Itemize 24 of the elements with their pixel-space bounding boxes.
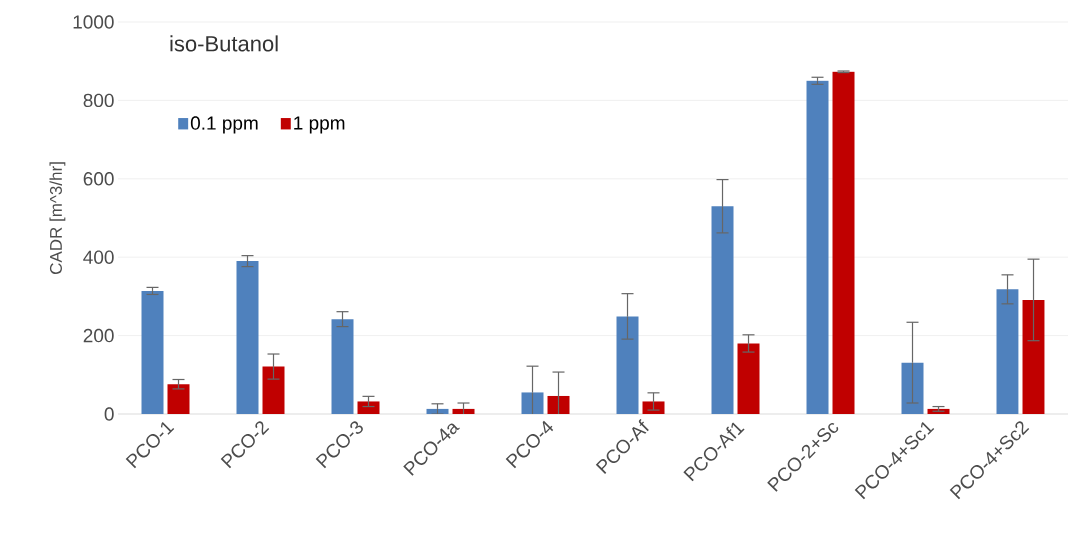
bar (616, 316, 639, 414)
legend-label: 1 ppm (294, 116, 345, 134)
bar (236, 261, 259, 414)
y-tick-label: 600 (83, 172, 114, 186)
bar (331, 319, 354, 414)
bar (167, 384, 190, 414)
bar (996, 289, 1019, 414)
bar (1022, 299, 1045, 414)
bar (357, 401, 380, 414)
chart-title: iso-Butanol (170, 35, 278, 52)
bar (832, 71, 855, 414)
y-tick-label: 0 (104, 407, 114, 421)
bar (806, 80, 829, 414)
bar (262, 366, 285, 414)
y-tick-label: 1000 (73, 15, 114, 29)
bar (452, 408, 475, 414)
bar (711, 206, 734, 414)
y-tick-label: 800 (83, 93, 114, 108)
y-tick-label: 400 (83, 250, 114, 264)
y-tick-label: 200 (83, 328, 114, 343)
y-axis-title: CADR [m^3/hr] (49, 162, 66, 275)
bar (141, 290, 164, 414)
legend-label: 0.1 ppm (190, 116, 258, 134)
bar (737, 343, 760, 414)
